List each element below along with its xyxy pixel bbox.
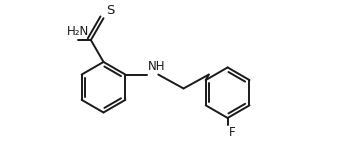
Text: S: S: [106, 4, 114, 17]
Text: F: F: [229, 126, 235, 139]
Text: NH: NH: [148, 61, 165, 73]
Text: H₂N: H₂N: [66, 25, 89, 38]
